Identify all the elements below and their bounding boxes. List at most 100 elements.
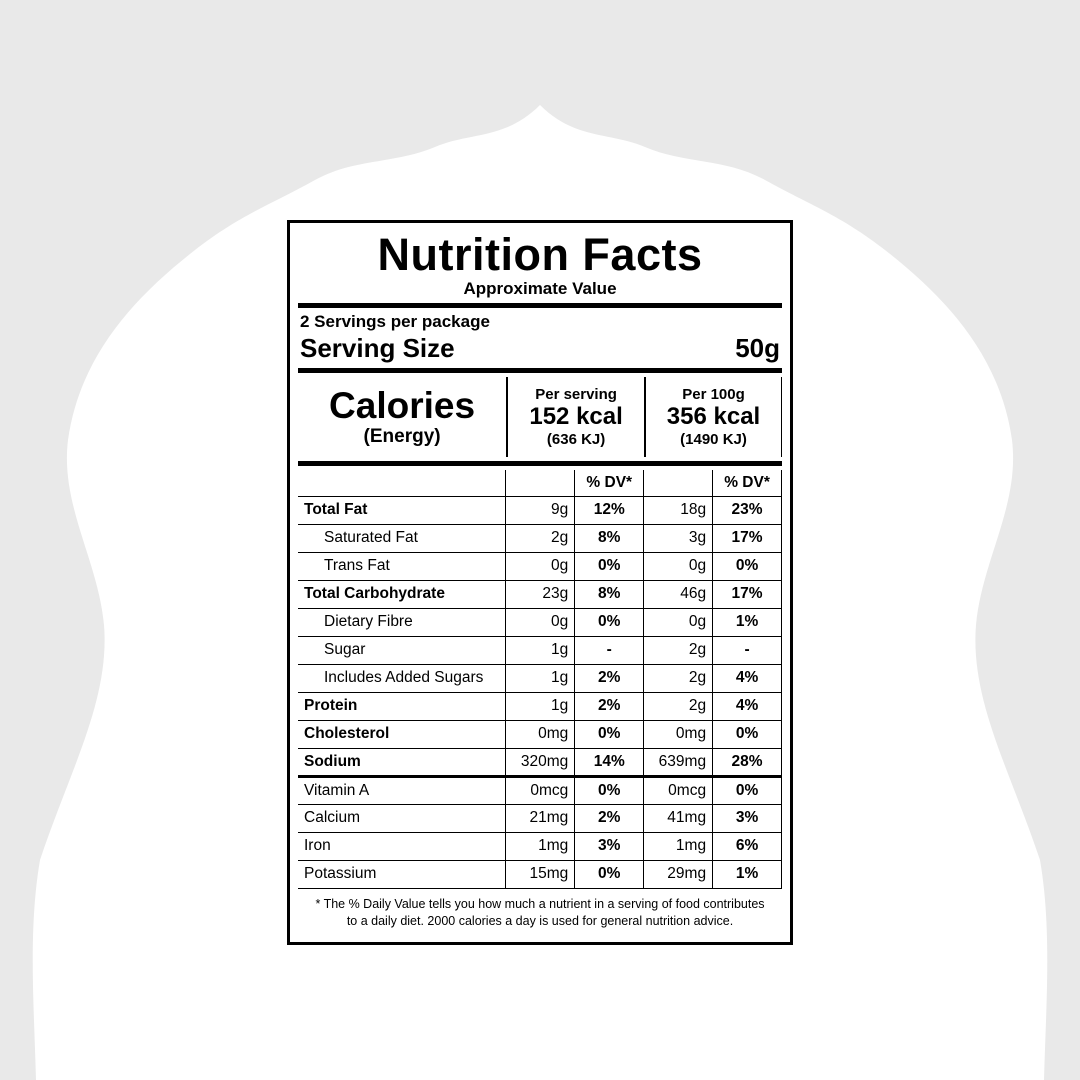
amount-per-100g: 2g [643, 663, 714, 693]
calories-per-100g-cell: Per 100g 356 kcal (1490 KJ) [644, 377, 782, 458]
dv-per-100g: 23% [712, 495, 782, 525]
amount-per-100g: 639mg [643, 747, 714, 778]
nutrient-row: Vitamin A 0mcg 0% 0mcg 0% [298, 775, 782, 805]
nutrient-row: Total Fat 9g 12% 18g 23% [298, 495, 782, 525]
nutrition-label: Nutrition Facts Approximate Value 2 Serv… [287, 220, 793, 945]
nutrient-name: Iron [298, 831, 507, 861]
dv-per-100g: 4% [712, 663, 782, 693]
amount-per-100g: 1mg [643, 831, 714, 861]
serving-size-label: Serving Size [300, 333, 455, 364]
dv-per-serving: - [574, 635, 645, 665]
amount-per-100g: 0g [643, 551, 714, 581]
per-serving-header: Per serving [535, 386, 617, 404]
nutrient-name: Sodium [298, 747, 507, 778]
amount-per-serving: 1g [505, 635, 576, 665]
nutrient-row: Iron 1mg 3% 1mg 6% [298, 831, 782, 861]
label-subtitle: Approximate Value [463, 279, 617, 299]
nutrient-row: Sugar 1g -2g - [298, 635, 782, 665]
dv-per-serving: 14% [574, 747, 645, 778]
nutrient-name: Protein [298, 691, 507, 721]
nutrient-table: % DV* % DV* Total Fat 9g 12% 18g 23% Saturate… [298, 470, 782, 889]
amount-per-serving: 320mg [505, 747, 576, 778]
header-empty-per-100g [643, 470, 714, 497]
nutrient-name: Total Fat [298, 495, 507, 525]
amount-per-100g: 0mcg [643, 775, 714, 805]
dv-per-100g: 6% [712, 831, 782, 861]
per-serving-kj: (636 KJ) [546, 431, 606, 449]
calories-panel: Calories (Energy) Per serving 152 kcal (… [298, 377, 782, 458]
dv-per-100g: 17% [712, 579, 782, 609]
amount-per-serving: 1g [505, 663, 576, 693]
amount-per-serving: 0mcg [505, 775, 576, 805]
dv-per-serving: 8% [574, 523, 645, 553]
calories-per-serving-cell: Per serving 152 kcal (636 KJ) [506, 377, 644, 458]
dv-per-100g: 0% [712, 719, 782, 749]
nutrient-row: Calcium 21mg 2% 41mg 3% [298, 803, 782, 833]
calories-title-cell: Calories (Energy) [298, 377, 506, 457]
nutrient-name: Calcium [298, 803, 507, 833]
amount-per-serving: 0g [505, 551, 576, 581]
header-empty-name [298, 470, 507, 497]
dv-per-serving: 12% [574, 495, 645, 525]
nutrient-row: Protein 1g 2% 2g 4% [298, 691, 782, 721]
serving-size-value: 50g [735, 333, 780, 364]
amount-per-100g: 18g [643, 495, 714, 525]
nutrient-row: Dietary Fibre 0g 0% 0g 1% [298, 607, 782, 637]
divider-thick-3 [298, 461, 782, 467]
amount-per-100g: 2g [643, 635, 714, 665]
dv-per-serving: 3% [574, 831, 645, 861]
dv-per-serving: 0% [574, 719, 645, 749]
dv-per-100g: 1% [712, 607, 782, 637]
amount-per-100g: 0g [643, 607, 714, 637]
nutrient-name: Dietary Fibre [298, 607, 507, 637]
dv-per-100g: 28% [712, 747, 782, 778]
dv-per-serving: 0% [574, 775, 645, 805]
dv-header-per-serving: % DV* [574, 470, 645, 497]
amount-per-serving: 1mg [505, 831, 576, 861]
amount-per-serving: 1g [505, 691, 576, 721]
table-header-row: % DV* % DV* [298, 470, 782, 497]
serving-size-row: Serving Size 50g [300, 333, 780, 364]
nutrient-row: Cholesterol 0mg 0% 0mg 0% [298, 719, 782, 749]
dv-per-serving: 2% [574, 663, 645, 693]
amount-per-100g: 3g [643, 523, 714, 553]
nutrient-name: Saturated Fat [298, 523, 507, 553]
dv-per-100g: 0% [712, 775, 782, 805]
dv-per-serving: 0% [574, 607, 645, 637]
divider-thick-2 [298, 368, 782, 374]
nutrient-row: Saturated Fat 2g 8% 3g 17% [298, 523, 782, 553]
dv-per-100g: 1% [712, 859, 782, 889]
footnote: * The % Daily Value tells you how much a… [315, 896, 765, 928]
calories-energy-sublabel: (Energy) [363, 425, 441, 447]
dv-per-100g: 0% [712, 551, 782, 581]
amount-per-serving: 21mg [505, 803, 576, 833]
dv-per-serving: 2% [574, 691, 645, 721]
dv-per-100g: - [712, 635, 782, 665]
dv-per-100g: 17% [712, 523, 782, 553]
nutrient-name: Cholesterol [298, 719, 507, 749]
nutrient-row: Potassium 15mg 0% 29mg 1% [298, 859, 782, 889]
amount-per-100g: 41mg [643, 803, 714, 833]
main-nutrients-body: Total Fat 9g 12% 18g 23% Saturated Fat 2g 8% 3g 1… [298, 495, 782, 778]
amount-per-100g: 29mg [643, 859, 714, 889]
divider-thick-1 [298, 303, 782, 309]
amount-per-serving: 23g [505, 579, 576, 609]
dv-header-per-100g: % DV* [712, 470, 782, 497]
dv-per-serving: 8% [574, 579, 645, 609]
nutrient-row: Trans Fat 0g 0% 0g 0% [298, 551, 782, 581]
amount-per-100g: 0mg [643, 719, 714, 749]
nutrient-row: Sodium 320mg 14% 639mg 28% [298, 747, 782, 778]
amount-per-serving: 15mg [505, 859, 576, 889]
dv-per-100g: 3% [712, 803, 782, 833]
dv-per-serving: 0% [574, 859, 645, 889]
nutrient-name: Vitamin A [298, 775, 507, 805]
per-serving-kcal: 152 kcal [529, 403, 623, 431]
amount-per-100g: 2g [643, 691, 714, 721]
per-100g-kj: (1490 KJ) [680, 431, 747, 449]
dv-per-100g: 4% [712, 691, 782, 721]
amount-per-serving: 0mg [505, 719, 576, 749]
nutrient-name: Sugar [298, 635, 507, 665]
nutrient-name: Potassium [298, 859, 507, 889]
dv-per-serving: 0% [574, 551, 645, 581]
amount-per-serving: 0g [505, 607, 576, 637]
